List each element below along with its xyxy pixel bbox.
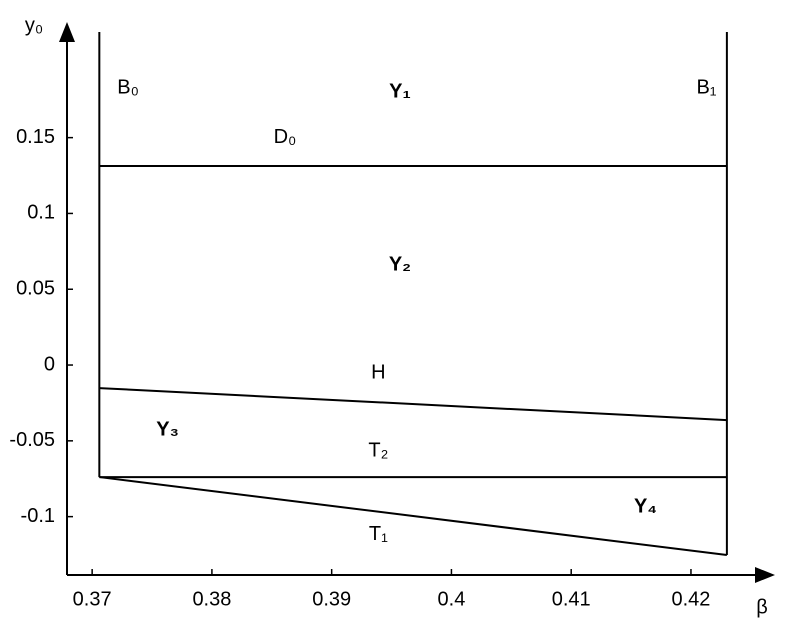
y-tick-label: -0.1 (21, 505, 55, 527)
x-tick-label: 0.38 (192, 588, 231, 610)
region-label: Y₂ (389, 253, 411, 275)
y-axis-label: y₀ (25, 14, 43, 36)
y-tick-label: 0.1 (27, 202, 55, 224)
y-tick-label: 0.15 (16, 126, 55, 148)
y-tick-label: 0.05 (16, 278, 55, 300)
region-label: Y₁ (389, 80, 411, 102)
x-axis-arrow (755, 567, 775, 583)
region-label: T₂ (368, 440, 388, 462)
region-label: H (371, 361, 385, 383)
x-tick-label: 0.4 (438, 588, 466, 610)
region-label: D₀ (274, 126, 297, 148)
x-tick-label: 0.37 (73, 588, 112, 610)
y-tick-label: 0 (44, 353, 55, 375)
region-label: B₀ (117, 76, 139, 98)
region-label: Y₄ (634, 495, 657, 517)
y-tick-label: -0.05 (9, 429, 55, 451)
y-axis-arrow (59, 22, 75, 42)
x-tick-label: 0.41 (552, 588, 591, 610)
region-label: T₁ (369, 523, 388, 545)
x-tick-label: 0.39 (312, 588, 351, 610)
x-tick-label: 0.42 (671, 588, 710, 610)
x-axis-label: β (756, 596, 768, 618)
boundary-line (99, 476, 728, 556)
region-label: B₁ (696, 76, 716, 98)
boundary-line (99, 387, 727, 422)
region-label: Y₃ (156, 419, 179, 441)
